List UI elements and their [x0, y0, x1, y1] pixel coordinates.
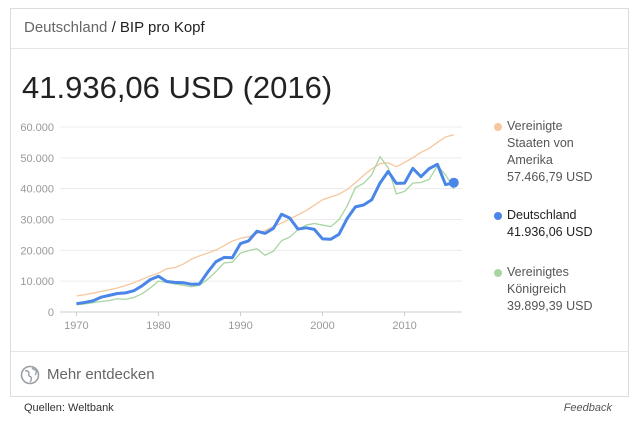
- legend-value: 39.899,39 USD: [507, 299, 593, 313]
- legend-value: 57.466,79 USD: [507, 170, 593, 184]
- headline: 41.936,06 USD (2016): [22, 70, 333, 105]
- legend-entry[interactable]: Vereinigtes Königreich 39.899,39 USD: [494, 264, 604, 315]
- x-tick-label: 1970: [64, 320, 88, 332]
- y-tick-label: 0: [48, 307, 54, 319]
- series-line: [76, 162, 455, 306]
- feedback-link[interactable]: Feedback: [563, 402, 612, 414]
- y-tick-label: 60.000: [20, 122, 54, 134]
- divider: [11, 351, 628, 352]
- separator: /: [111, 19, 116, 36]
- breadcrumb: Deutschland / BIP pro Kopf: [24, 19, 205, 36]
- y-tick-label: 20.000: [20, 245, 54, 257]
- legend-label: Deutschland: [507, 208, 577, 222]
- legend-label: Vereinigtes Königreich: [507, 265, 569, 296]
- y-tick-label: 10.000: [20, 276, 54, 288]
- x-tick-label: 1990: [228, 320, 252, 332]
- knowledge-card: [10, 8, 629, 397]
- legend-label: Vereinigte Staaten von Amerika: [507, 119, 574, 167]
- x-tick-label: 2010: [392, 320, 416, 332]
- y-tick-label: 50.000: [20, 153, 54, 165]
- topic: BIP pro Kopf: [119, 19, 205, 36]
- last-point: [448, 177, 459, 188]
- y-tick-label: 40.000: [20, 184, 54, 196]
- x-tick-label: 2000: [310, 320, 334, 332]
- globe-icon: [20, 365, 40, 385]
- legend-entry[interactable]: Vereinigte Staaten von Amerika 57.466,79 …: [494, 118, 604, 186]
- entity[interactable]: Deutschland: [24, 19, 108, 36]
- legend-marker: [494, 123, 502, 131]
- explore-link[interactable]: Mehr entdecken: [47, 366, 155, 383]
- divider: [11, 48, 628, 49]
- legend-entry[interactable]: Deutschland 41.936,06 USD: [494, 207, 604, 241]
- legend-marker: [494, 269, 502, 277]
- legend-marker: [494, 212, 502, 220]
- chart: 0 10.000 20.000 30.000 40.000 50.000 60.000 197…: [20, 122, 462, 332]
- series-line: [76, 134, 454, 297]
- y-tick-label: 30.000: [20, 215, 54, 227]
- legend-value: 41.936,06 USD: [507, 225, 593, 239]
- x-tick-label: 1980: [146, 320, 170, 332]
- source: Quellen: Weltbank: [24, 402, 114, 414]
